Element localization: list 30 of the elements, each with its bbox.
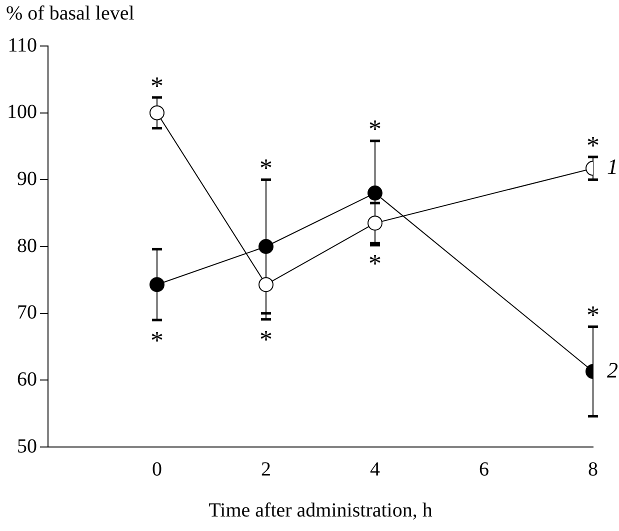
y-tick-label: 90 bbox=[17, 168, 37, 190]
series-label: 1 bbox=[607, 154, 618, 180]
x-tick-label: 4 bbox=[370, 458, 380, 480]
annotation: * bbox=[150, 326, 164, 355]
point bbox=[368, 186, 382, 201]
y-axis-title: % of basal level bbox=[6, 2, 135, 24]
point bbox=[258, 277, 274, 292]
series-label: 2 bbox=[607, 357, 618, 382]
annotation: * bbox=[368, 114, 382, 144]
annotation: * bbox=[260, 325, 272, 354]
x-tick-label: 0 bbox=[152, 458, 162, 480]
y-tick-label: 100 bbox=[7, 101, 37, 124]
y-tick-label: 60 bbox=[17, 368, 37, 390]
x-tick-label: 8 bbox=[588, 458, 598, 480]
point bbox=[258, 239, 274, 254]
point bbox=[150, 277, 164, 292]
point bbox=[368, 216, 382, 231]
y-tick-label: 50 bbox=[17, 435, 37, 458]
annotation: * bbox=[586, 130, 600, 160]
point bbox=[150, 105, 164, 120]
annotation: * bbox=[586, 300, 600, 330]
y-tick-label: 80 bbox=[17, 234, 37, 257]
annotation: * bbox=[260, 153, 272, 182]
y-tick-label: 70 bbox=[17, 302, 37, 324]
x-tick-label: 6 bbox=[479, 458, 489, 480]
annotation: * bbox=[150, 71, 164, 100]
y-tick-label: 110 bbox=[8, 34, 37, 56]
x-tick-label: 2 bbox=[261, 458, 271, 480]
x-axis-title: Time after administration, h bbox=[208, 499, 432, 522]
annotation: * bbox=[368, 248, 382, 278]
